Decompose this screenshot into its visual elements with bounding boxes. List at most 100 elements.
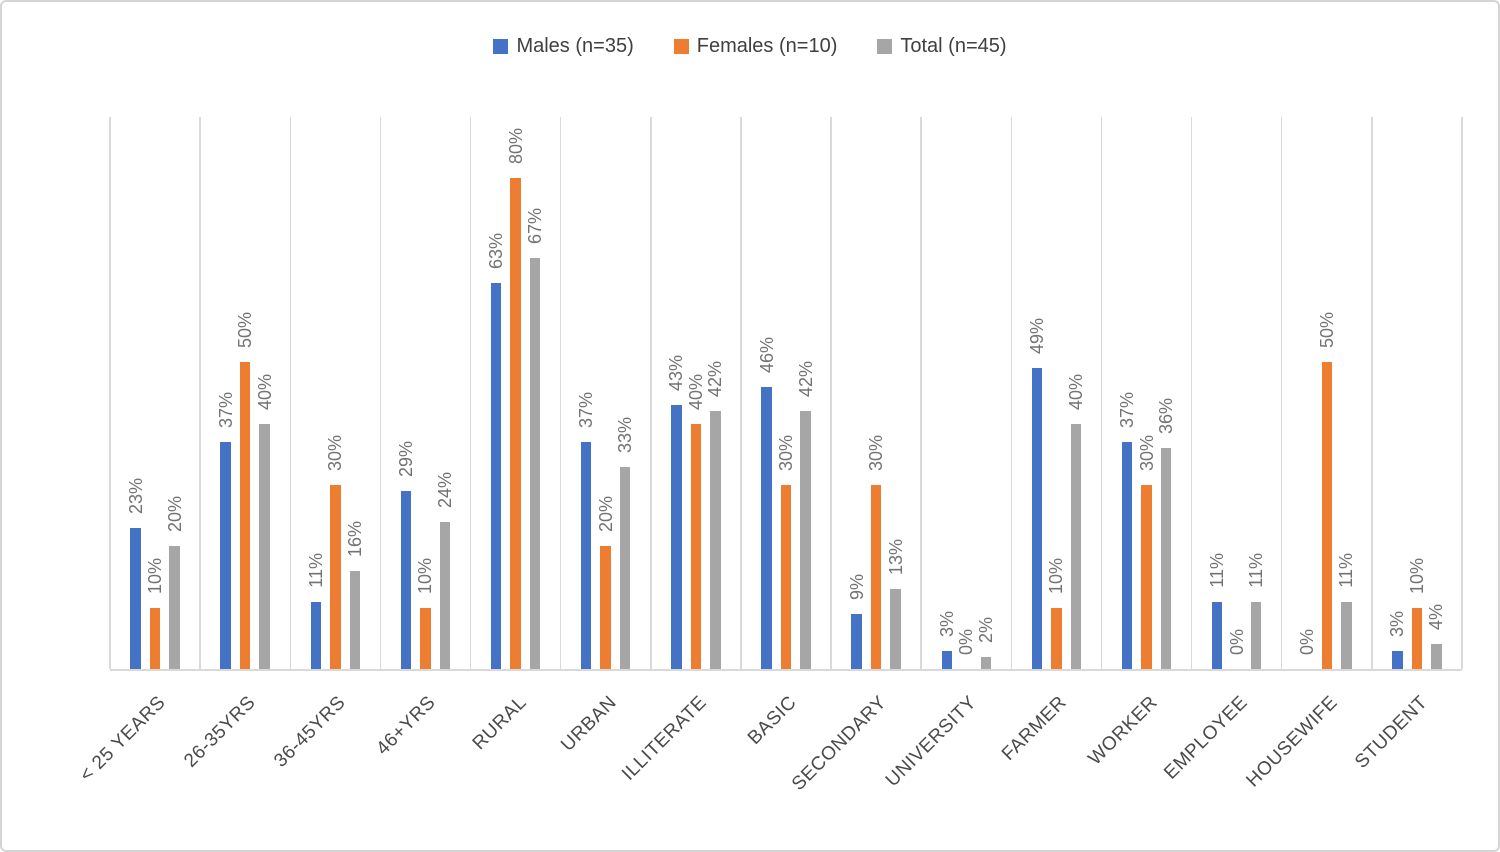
bar [490,282,502,669]
bar [1141,485,1152,669]
bar-data-label: 24% [434,471,455,508]
category-axis-label: HOUSEWIFE [1242,692,1342,792]
legend: Males (n=35) Females (n=10) Total (n=45) [2,35,1498,58]
bar-data-label: 37% [576,392,597,429]
bar [149,607,161,669]
bar [710,411,721,669]
legend-label: Females (n=10) [696,35,838,57]
bar-data-label: 10% [1046,557,1067,594]
bar [980,656,992,669]
category-gridline [740,117,742,669]
legend-item: Females (n=10) [673,35,838,58]
bar-data-label: 36% [1156,398,1177,435]
bar-data-label: 42% [795,361,816,398]
category-gridline [1371,117,1373,669]
bar-data-label: 43% [666,355,687,392]
bar [130,527,141,669]
legend-color-swatch-icon [877,39,893,54]
bar-data-label: 20% [164,496,185,533]
bar-data-label: 11% [1336,552,1357,588]
bar [1392,650,1403,669]
bar-data-label: 16% [344,520,365,557]
bar-data-label: 9% [846,573,867,600]
x-axis-line [110,669,1462,671]
bar-data-label: 11% [1207,552,1228,588]
bar-data-label: 40% [685,373,706,410]
bar-data-label: 10% [415,557,436,594]
legend-label: Males (n=35) [516,35,634,57]
bar [1160,448,1172,669]
bar-data-label: 30% [776,434,796,471]
bar-data-label: 46% [756,336,777,373]
bar [1250,601,1262,669]
bar-data-label: 40% [254,373,275,410]
bar-data-label: 29% [395,441,416,478]
legend-color-swatch-icon [673,39,689,54]
legend-item: Total (n=45) [877,35,1007,58]
bar [1431,644,1442,669]
category-gridline [199,117,201,669]
bar-data-label: 11% [1246,552,1267,588]
bar [1121,442,1133,669]
bar-data-label: 33% [615,416,636,453]
category-gridline [1280,117,1283,669]
bar-data-label: 42% [705,361,726,398]
bar-data-label: 40% [1065,373,1086,410]
bar-data-label: 13% [885,539,906,576]
category-gridline [559,117,562,669]
category-axis-label: URBAN [556,692,621,756]
bar [400,491,412,669]
bar-data-label: 50% [235,312,256,349]
bar-data-label: 23% [125,477,146,514]
bar [330,485,341,669]
bar-data-label: 20% [595,496,616,533]
category-gridline [469,117,472,669]
bar-data-label: 0% [1297,628,1318,655]
bar [259,423,270,669]
bar-data-label: 80% [505,128,526,165]
bar-data-label: 3% [936,610,957,637]
category-gridline [920,117,922,669]
category-axis-label: UNIVERSITY [882,692,982,792]
bar [1411,607,1423,669]
legend-label: Total (n=45) [900,35,1007,57]
bar-data-label: 0% [1226,628,1247,655]
bar-data-label: 49% [1026,318,1047,355]
bar [169,546,180,669]
category-axis-label: < 25 YEARS [75,692,170,786]
bar-data-label: 67% [525,208,546,245]
bar [941,650,953,669]
bar [220,442,231,669]
bar-data-label: 10% [145,557,166,594]
category-axis-label: EMPLOYEE [1159,692,1252,784]
legend-item: Males (n=35) [493,35,634,58]
bar [510,178,521,669]
bar [310,601,322,669]
category-axis-label: 46+YRS [372,692,441,760]
category-gridline [1461,117,1463,669]
bar [870,485,882,669]
bar [239,362,251,669]
bar [1051,607,1062,669]
bar-data-label: 10% [1406,557,1427,594]
bar-data-label: 3% [1387,610,1408,637]
bar-data-label: 30% [1136,434,1157,471]
bar [1070,423,1082,669]
bar-data-label: 4% [1426,604,1447,631]
bar [439,521,451,669]
bar-data-label: 37% [1117,392,1138,429]
bar-data-label: 30% [866,434,887,471]
bar-data-label: 11% [305,552,326,588]
bar-data-label: 2% [975,616,996,643]
bar [1031,368,1043,669]
category-axis-label: WORKER [1083,692,1162,770]
category-axis-label: RURAL [468,692,531,755]
bar [761,386,772,669]
bar [851,613,862,669]
category-axis-label: ILLITERATE [617,692,711,785]
bar [800,411,811,669]
category-gridline [830,117,832,669]
category-axis-label: 36-45YRS [270,692,351,772]
bar [600,546,611,669]
